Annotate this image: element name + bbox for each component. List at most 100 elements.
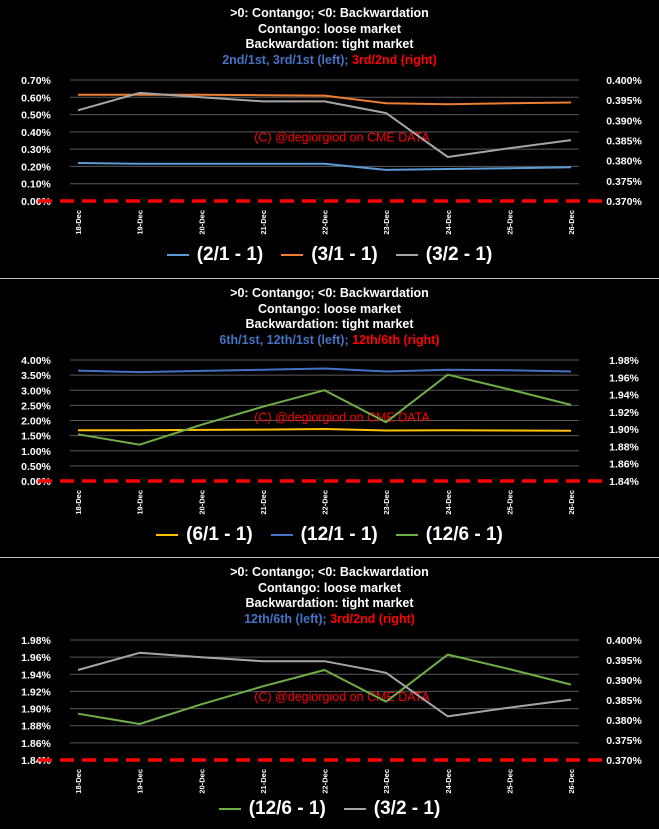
left-axis-tick-label: 1.84% [21,755,51,767]
series-line-2 [78,93,572,106]
right-axis-tick-label: 1.86% [609,459,639,471]
x-axis-tick-label: 18-Dec [74,210,83,235]
x-axis-tick-label: 25-Dec [505,210,514,235]
left-axis-tick-label: 3.50% [21,370,51,382]
legend-item: (12/6 - 1) [218,798,326,820]
x-axis-tick-label: 23-Dec [382,769,391,794]
title-line-4: 12th/6th (left); 3rd/2nd (right) [0,612,659,628]
left-axis-tick-label: 1.88% [21,721,51,733]
series-line-1 [78,428,572,432]
chart-legend: (6/1 - 1) (12/1 - 1) (12/6 - 1) [0,524,659,546]
panel-divider [0,278,659,279]
left-axis-tick-label: 1.94% [21,669,51,681]
legend-label: (3/2 - 1) [425,244,493,265]
x-axis-tick-label: 26-Dec [567,210,576,235]
x-axis-tick-label: 21-Dec [259,769,268,794]
title-line-1: >0: Contango; <0: Backwardation [230,286,429,300]
legend-swatch [281,254,304,256]
right-axis-tick-label: 1.96% [609,372,639,384]
chart-panel-3: >0: Contango; <0: Backwardation Contango… [0,558,659,829]
left-axis-tick-label: 1.50% [21,431,51,443]
chart-panel-1: >0: Contango; <0: Backwardation Contango… [0,0,659,278]
panel-divider [0,557,659,558]
legend-swatch [156,534,179,536]
legend-label: (12/6 - 1) [425,524,503,545]
x-axis-tick-label: 26-Dec [567,769,576,794]
series-line-3 [77,373,572,446]
x-axis-tick-label: 25-Dec [505,490,514,515]
x-axis-tick-label: 25-Dec [505,769,514,794]
left-axis-tick-label: 0.40% [21,127,51,139]
chart-legend: (12/6 - 1) (3/2 - 1) [0,798,659,820]
legend-label: (3/1 - 1) [311,244,378,265]
title-line-1: >0: Contango; <0: Backwardation [230,6,429,20]
title-left-axis-series: 6th/1st, 12th/1st (left); [219,332,349,347]
x-axis-tick-label: 24-Dec [444,490,453,515]
right-axis-tick-label: 0.395% [606,655,642,667]
legend-item: (12/6 - 1) [395,524,503,546]
legend-swatch [218,808,241,810]
title-line-4: 6th/1st, 12th/1st (left); 12th/6th (righ… [0,333,659,349]
series-line-2 [77,367,572,374]
x-axis-tick-label: 22-Dec [321,490,330,515]
chart-title-block: >0: Contango; <0: Backwardation Contango… [0,6,659,68]
left-axis-tick-label: 3.00% [21,385,51,397]
x-axis-tick-label: 20-Dec [197,490,206,515]
chart-legend: (2/1 - 1) (3/1 - 1) (3/2 - 1) [0,244,659,266]
left-axis-tick-label: 0.70% [21,75,51,87]
legend-label: (12/1 - 1) [300,524,378,545]
left-axis-tick-label: 0.10% [21,179,51,191]
left-axis-tick-label: 0.00% [21,476,51,488]
right-axis-tick-label: 0.385% [606,136,642,148]
left-axis-tick-label: 0.30% [21,144,51,156]
x-axis-tick-label: 24-Dec [444,210,453,235]
title-line-4: 2nd/1st, 3rd/1st (left); 3rd/2nd (right) [0,53,659,69]
legend-swatch [395,534,418,536]
legend-item: (12/1 - 1) [270,524,378,546]
chart-title-block: >0: Contango; <0: Backwardation Contango… [0,286,659,348]
legend-label: (12/6 - 1) [248,798,326,819]
x-axis-tick-label: 19-Dec [136,210,145,235]
left-axis-tick-label: 2.00% [21,416,51,428]
right-axis-tick-label: 0.390% [606,675,642,687]
title-line-3: Backwardation: tight market [245,37,414,51]
chart-title-block: >0: Contango; <0: Backwardation Contango… [0,565,659,627]
left-axis-tick-label: 0.20% [21,161,51,173]
legend-item: (3/2 - 1) [343,798,441,820]
left-axis-tick-label: 1.00% [21,446,51,458]
right-axis-tick-label: 1.98% [609,355,639,367]
right-axis-tick-label: 0.385% [606,695,642,707]
legend-label: (3/2 - 1) [373,798,441,819]
left-axis-tick-label: 0.60% [21,92,51,104]
legend-item: (3/2 - 1) [395,244,493,266]
series-line-1 [77,162,572,171]
x-axis-tick-label: 18-Dec [74,490,83,515]
title-line-3: Backwardation: tight market [245,596,414,610]
left-axis-tick-label: 1.98% [21,635,51,647]
series-line-3 [77,91,572,158]
line-chart-2: 0.00% 0.50% 1.00% 1.50% 2.00% 2.50% 3.00% 3.50%… [21,355,639,515]
left-axis-tick-label: 1.90% [21,704,51,716]
right-axis-tick-label: 1.84% [609,476,639,488]
x-axis-tick-label: 22-Dec [321,210,330,235]
left-axis-tick-label: 0.00% [21,196,51,208]
title-right-axis-series: 3rd/2nd (right) [348,52,437,67]
right-axis-tick-label: 0.395% [606,95,642,107]
title-left-axis-series: 2nd/1st, 3rd/1st (left); [222,52,349,67]
watermark-text: (C) @degiorgiod on CME DATA [254,131,430,145]
right-axis-tick-label: 0.400% [606,75,642,87]
left-axis-tick-label: 1.92% [21,686,51,698]
title-line-2: Contango: loose market [257,301,402,316]
title-line-2: Contango: loose market [257,21,402,36]
legend-item: (6/1 - 1) [156,524,253,546]
right-axis-tick-label: 0.370% [606,196,642,208]
x-axis-tick-label: 26-Dec [567,490,576,515]
series-line-2 [77,651,572,718]
x-axis-tick-label: 24-Dec [444,769,453,794]
legend-item: (2/1 - 1) [166,244,263,266]
title-left-axis-series: 12th/6th (left); [244,611,327,626]
x-axis-tick-label: 21-Dec [259,490,268,515]
legend-swatch [166,254,189,256]
chart-panel-2: >0: Contango; <0: Backwardation Contango… [0,279,659,557]
